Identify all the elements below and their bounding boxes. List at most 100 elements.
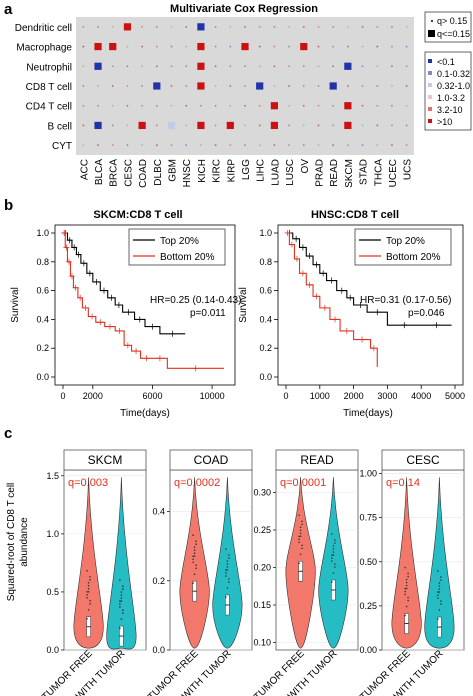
km1-curves [61, 230, 225, 372]
x-tick-label: 0 [283, 391, 288, 401]
heatmap-cell-small [405, 85, 408, 87]
violin-point [438, 609, 441, 611]
violin-point [405, 578, 408, 581]
censor-mark [299, 244, 306, 251]
km1-ylabel: Survival [10, 287, 21, 323]
heatmap-cell-small [214, 124, 217, 127]
heatmap-cell-large [256, 82, 264, 90]
heatmap-cell-small [185, 25, 188, 28]
heatmap-cell-small [185, 104, 188, 107]
heatmap-cell-small [361, 65, 364, 68]
heatmap-cell-small [229, 45, 232, 48]
heatmap-cell-small [170, 45, 173, 48]
violin-point [298, 514, 300, 517]
heatmap-cell-small [273, 25, 276, 28]
heatmap-cell-small [97, 144, 99, 147]
violin-point [228, 557, 230, 559]
violin-point [407, 596, 409, 599]
size-legend-big-label: q<=0.15 [437, 29, 470, 39]
heatmap-cell-small [214, 144, 217, 147]
x-tick-label: 0 [60, 391, 65, 401]
km-curve [286, 232, 452, 326]
violin-y-tick-label: 1.00 [359, 469, 377, 479]
violin-point [225, 572, 227, 574]
color-legend-swatch [428, 107, 432, 111]
km1-legend-top-label: Top 20% [160, 236, 199, 247]
heatmap-cell-small [170, 85, 173, 87]
heatmap-row-label: CD8 T cell [26, 82, 72, 93]
heatmap-cell-small [391, 124, 393, 127]
heatmap-cell-small [405, 104, 408, 107]
censor-mark [72, 284, 79, 291]
violin-point [122, 612, 124, 614]
heatmap-cell-small [155, 25, 158, 28]
heatmap-row-label: Macrophage [16, 43, 72, 54]
heatmap-cell-small [376, 85, 379, 87]
heatmap-cell-small [361, 85, 364, 87]
heatmap-cell-small [317, 124, 320, 127]
violin-ylabel-line2: abundance [19, 517, 30, 567]
heatmap-cell-small [317, 45, 320, 48]
violin-point [120, 597, 123, 599]
violin-point [437, 597, 439, 599]
violin-q-value: q=0.0001 [280, 477, 326, 489]
violin-point [195, 540, 197, 542]
heatmap-cell-small [346, 144, 349, 147]
heatmap-cell-small [141, 65, 144, 68]
heatmap-cell-small [361, 104, 364, 107]
x-tick-label: 3000 [377, 391, 397, 401]
heatmap-cell-small [376, 124, 379, 127]
violin-point [404, 566, 406, 569]
violin-point [192, 555, 194, 557]
km1-p-text: p=0.011 [190, 308, 226, 319]
heatmap-cell-small [97, 104, 99, 107]
heatmap-col-label: BRCA [109, 159, 120, 187]
censor-mark [433, 322, 440, 329]
heatmap-cell-small [244, 124, 246, 127]
heatmap-cell-small [82, 85, 85, 87]
km2-x-axis: 0 1000 2000 3000 4000 5000 [283, 385, 465, 401]
violin-point [89, 575, 91, 578]
heatmap-row-labels: Dendritic cell Macrophage Neutrophil CD8 T … [15, 23, 73, 152]
violin-point [331, 557, 333, 559]
censor-mark [347, 294, 354, 301]
violin-point [193, 573, 196, 575]
violin-point [331, 533, 333, 535]
km2-hr-text: HR=0.31 (0.17-0.56) [360, 295, 451, 306]
heatmap-cell-small [258, 124, 261, 127]
heatmap-cell-small [155, 104, 158, 107]
violin-point [226, 569, 229, 571]
violin-shape [424, 477, 455, 649]
heatmap-cell-small [141, 85, 144, 87]
color-legend-box [424, 51, 472, 131]
violin-point [120, 618, 123, 620]
x-tick-label: 6000 [142, 391, 162, 401]
censor-mark [63, 244, 70, 251]
heatmap-cell-small [317, 25, 320, 28]
violin-point [332, 554, 335, 556]
heatmap-cell-small [170, 65, 173, 68]
color-legend-label: >10 [437, 117, 452, 127]
violin-point [195, 543, 197, 545]
heatmap-cell-large [123, 23, 132, 31]
violin-point [332, 545, 335, 547]
violin-point [334, 566, 336, 568]
heatmap-cell-small [405, 144, 408, 147]
heatmap-cell-small [288, 85, 290, 87]
y-tick-label: 0.2 [259, 343, 272, 353]
violin-facet-strip [169, 449, 253, 471]
heatmap-cell-small [258, 45, 261, 48]
heatmap-cell-small [288, 25, 290, 28]
heatmap-cell-small [82, 104, 85, 107]
heatmap-col-label: READ [329, 159, 340, 187]
heatmap-cells [82, 23, 408, 147]
violin-point [438, 585, 441, 587]
heatmap-col-label: HNSC [182, 159, 193, 187]
violin-point [225, 548, 227, 550]
y-tick-label: 0.0 [259, 372, 272, 382]
heatmap-cell-small [391, 45, 393, 48]
heatmap-col-label: PRAD [314, 159, 325, 187]
heatmap-cell-small [126, 65, 129, 68]
heatmap-cell-small [82, 45, 85, 48]
panel-a-letter: a [4, 1, 13, 18]
